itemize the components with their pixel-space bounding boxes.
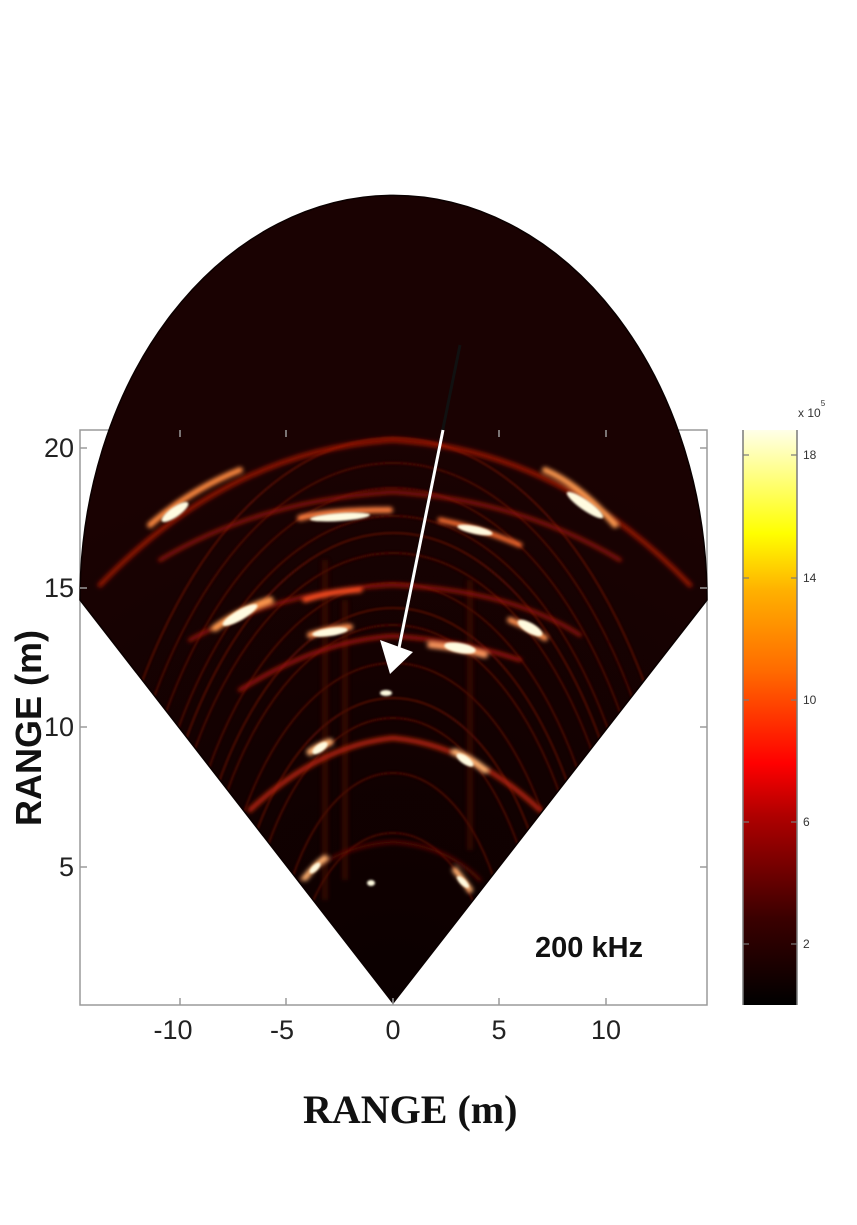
y-axis-ticks [80,447,707,868]
target-echo-arrow [380,344,462,674]
colorbar-ticks [743,454,797,945]
x-tick-label: 5 [491,1015,507,1045]
colorbar-exponent-power: 5 [820,399,826,408]
colorbar-tick-label: 10 [803,693,817,707]
colorbar-tick-label: 14 [803,571,817,585]
y-tick-label: 15 [43,573,74,603]
x-axis-ticks [179,430,607,1005]
colorbar-frame [742,430,798,1005]
x-tick-label: 10 [590,1015,622,1045]
x-tick-label: -10 [153,1015,193,1045]
frequency-label: 200 kHz [535,932,644,964]
x-tick-label: 0 [385,1015,401,1045]
sonar-fan [80,195,707,1004]
colorbar-tick-label: 6 [803,815,810,829]
x-axis-label: RANGE (m) [303,1087,518,1132]
x-tick-label: -5 [269,1015,294,1045]
y-tick-label: 20 [43,433,74,463]
colorbar-exponent: x 105 [798,399,825,420]
sonar-fan-outline [79,194,708,1005]
colorbar-tick-label: 2 [803,937,810,951]
y-tick-label: 5 [58,852,74,882]
y-tick-label: 10 [43,712,74,742]
colorbar-exponent-prefix: x 10 [798,406,821,420]
colorbar [743,430,797,1005]
y-axis-label: RANGE (m) [8,630,49,826]
colorbar-tick-label: 18 [803,448,817,462]
